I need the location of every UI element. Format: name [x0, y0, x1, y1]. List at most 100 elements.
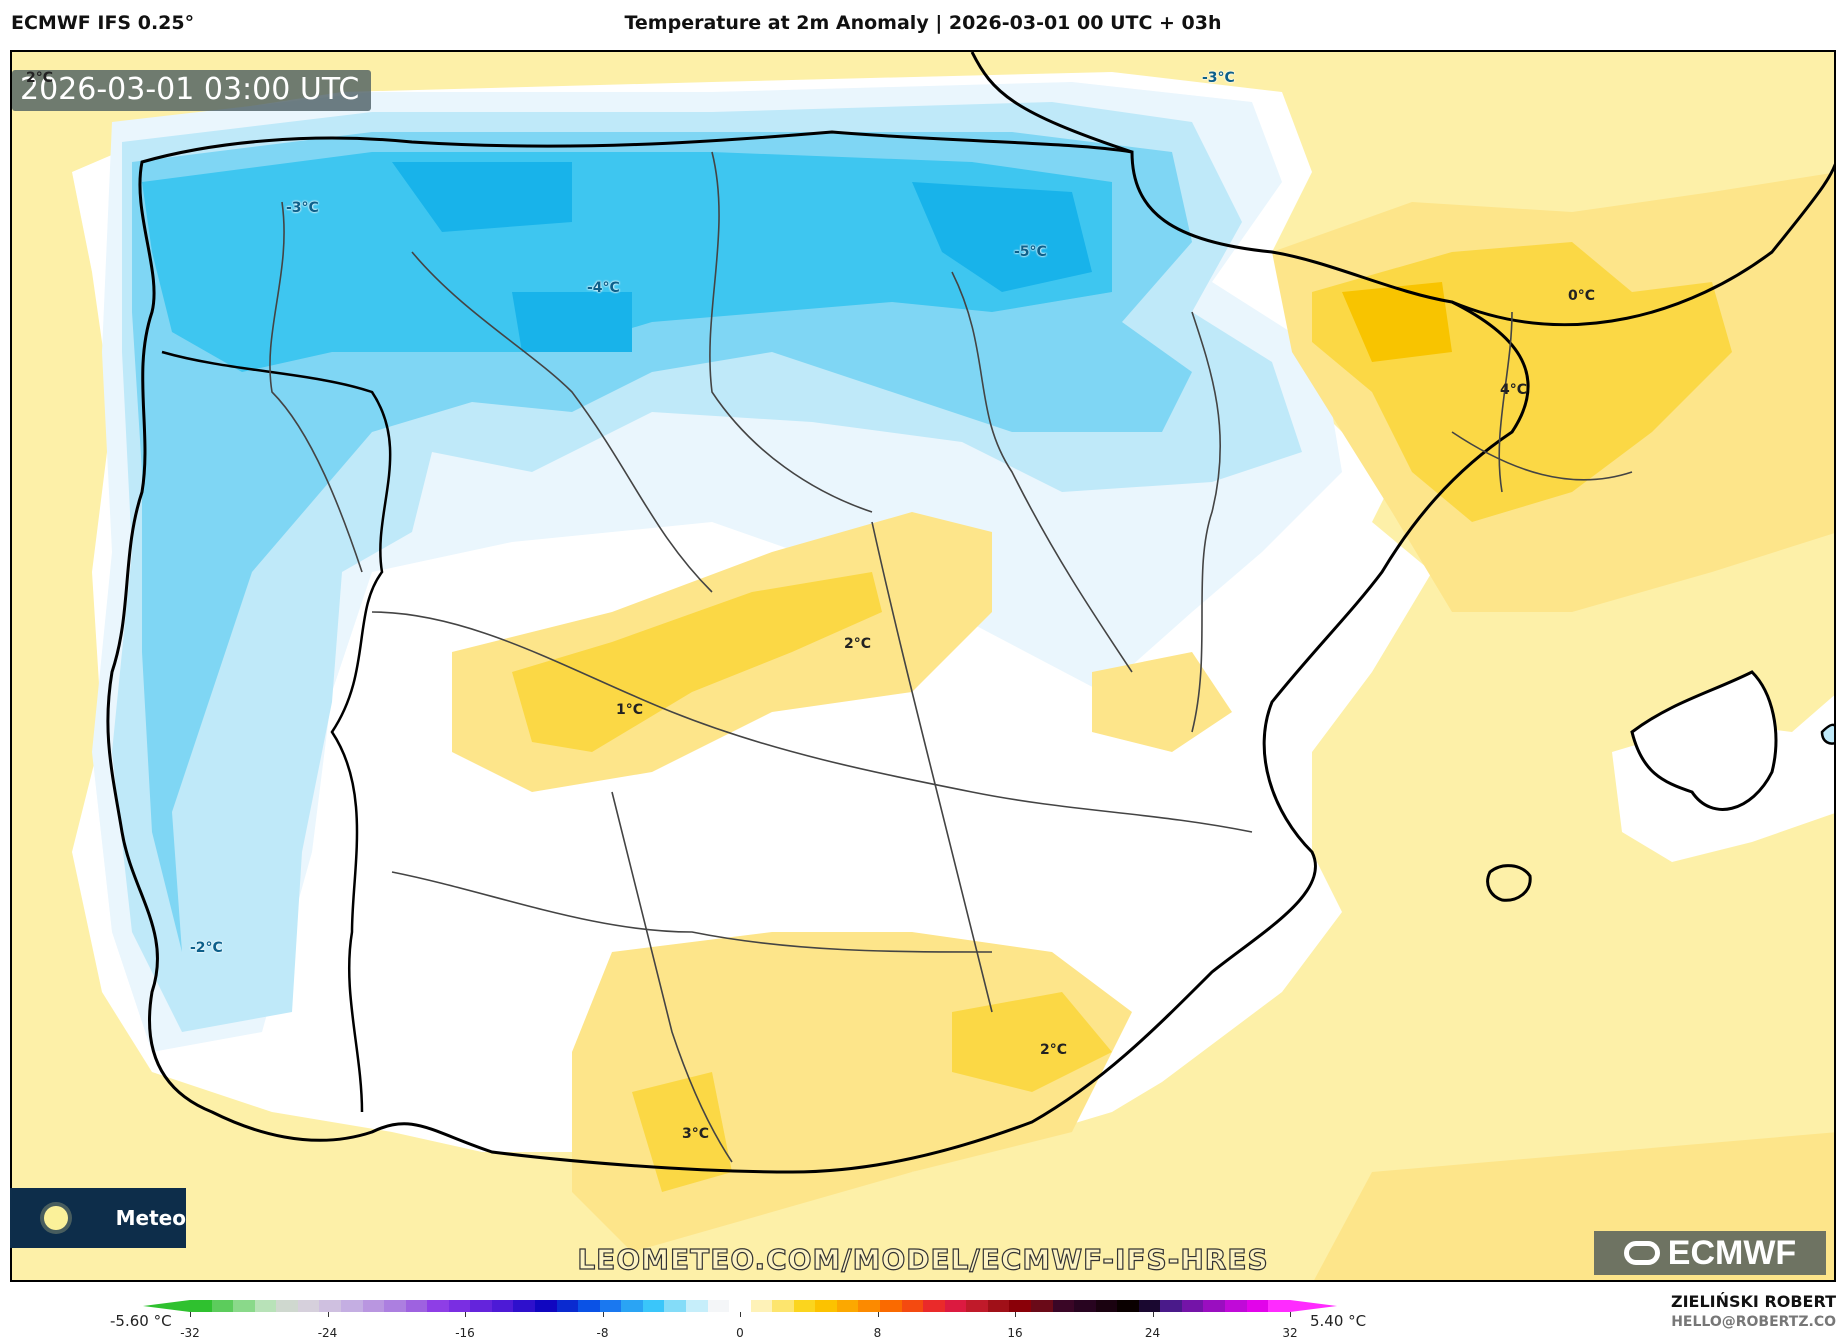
colorbar-segment	[599, 1300, 622, 1312]
contour-label: -2°C	[190, 940, 223, 956]
colorbar-tick-label: -32	[180, 1326, 200, 1340]
colorbar-extend-max	[1290, 1300, 1337, 1312]
colorbar-segment	[858, 1300, 880, 1312]
colorbar-tick-label: 32	[1282, 1326, 1298, 1340]
valid-time-badge: 2026-03-01 03:00 UTC	[12, 70, 372, 111]
portugal-border	[161, 350, 392, 1113]
contour-label: 2°C	[1040, 1042, 1068, 1058]
coastline	[106, 130, 1530, 1174]
cold-zone-4c	[512, 292, 632, 352]
colorbar-tick-label: 0	[736, 1326, 744, 1340]
colorbar-segment	[685, 1300, 708, 1312]
colorbar-tick	[1015, 1312, 1016, 1317]
contour-label: 3°C	[682, 1126, 710, 1142]
colorbar-segment	[1074, 1300, 1096, 1312]
colorbar-segment	[1246, 1300, 1269, 1312]
colorbar-segment	[362, 1300, 385, 1312]
contour-label: -3°C	[1202, 70, 1235, 86]
colorbar-tick	[327, 1312, 329, 1317]
colorbar-gradient	[190, 1300, 1290, 1312]
contour-label: 0°C	[1568, 288, 1596, 304]
colorbar-segment	[276, 1300, 298, 1312]
colorbar-tick-label: -24	[317, 1326, 338, 1340]
colorbar-segment	[233, 1300, 255, 1312]
colorbar-tick	[465, 1312, 466, 1317]
colorbar-segment	[297, 1300, 320, 1312]
sun-icon	[44, 1206, 68, 1230]
colorbar-max-label: 5.40 °C	[1310, 1312, 1367, 1330]
map-canvas	[12, 52, 1834, 1280]
cold-zone-3	[142, 152, 1112, 372]
ecmwf-logo: ECMWF	[1594, 1231, 1826, 1275]
colorbar-segment	[556, 1300, 579, 1312]
meteo-logo-text: Meteo	[115, 1206, 186, 1230]
regional-borders	[269, 151, 1633, 1163]
colorbar-segment	[621, 1300, 643, 1312]
colorbar-segment	[513, 1300, 535, 1312]
colorbar-tick	[1152, 1312, 1154, 1317]
contour-label: 4°C	[1500, 382, 1528, 398]
warm-zone-center-2	[512, 572, 882, 752]
colorbar-segment	[836, 1300, 859, 1312]
colorbar-segment	[923, 1300, 945, 1312]
colorbar-segment	[1225, 1300, 1247, 1312]
colorbar-segment	[750, 1300, 773, 1312]
contour-label: -3°C	[286, 200, 319, 216]
colorbar-segment	[470, 1300, 492, 1312]
coastline-france-med	[1451, 163, 1834, 327]
colorbar-segment	[427, 1300, 449, 1312]
colorbar-segment	[880, 1300, 902, 1312]
colorbar-segment	[1095, 1300, 1118, 1312]
colorbar-segment	[1138, 1300, 1161, 1312]
colorbar-tick	[740, 1312, 741, 1317]
author-credit: ZIELIŃSKI ROBERT	[1670, 1292, 1836, 1311]
colorbar-segment	[664, 1300, 686, 1312]
contour-label: 1°C	[616, 702, 644, 718]
colorbar-segment	[944, 1300, 967, 1312]
colorbar-tick-label: -8	[596, 1326, 609, 1340]
colorbar-tick-label: 8	[873, 1326, 882, 1340]
colorbar-segment	[448, 1300, 471, 1312]
colorbar-segment	[987, 1300, 1010, 1312]
colorbar-segment	[642, 1300, 665, 1312]
colorbar-tick-label: 24	[1144, 1326, 1161, 1340]
colorbar-segment	[319, 1300, 341, 1312]
colorbar-segment	[815, 1300, 837, 1312]
colorbar-segment	[1009, 1300, 1031, 1312]
colorbar-segment	[535, 1300, 557, 1312]
colorbar-tick-label: 16	[1007, 1326, 1023, 1340]
colorbar-segment	[491, 1300, 514, 1312]
colorbar-segment	[211, 1300, 234, 1312]
coastline-france-atlantic	[970, 52, 1133, 154]
colorbar-segment	[340, 1300, 363, 1312]
colorbar-segment	[1117, 1300, 1139, 1312]
colorbar-segment	[707, 1300, 730, 1312]
contour-label: 2°C	[26, 70, 54, 86]
contour-label: -5°C	[1014, 244, 1047, 260]
colorbar-segment	[254, 1300, 277, 1312]
colorbar-segment	[772, 1300, 794, 1312]
meteo-logo: Meteo	[10, 1188, 186, 1248]
colorbar-tick	[602, 1312, 604, 1317]
mallorca	[1630, 670, 1778, 811]
colorbar-extend-min	[143, 1300, 190, 1312]
chart-title: Temperature at 2m Anomaly | 2026-03-01 0…	[624, 12, 1222, 34]
author-email: HELLO@ROBERTZ.CO	[1671, 1314, 1836, 1330]
colorbar-segment	[384, 1300, 406, 1312]
colorbar-segment	[190, 1300, 212, 1312]
colorbar-segment	[405, 1300, 428, 1312]
colorbar-segment	[1052, 1300, 1075, 1312]
colorbar-segment	[729, 1300, 751, 1312]
contour-label: -4°C	[587, 280, 620, 296]
colorbar-min-label: -5.60 °C	[110, 1312, 172, 1330]
cold-zone-4b	[912, 182, 1092, 292]
cold-zone-4a	[392, 162, 572, 232]
ecmwf-logo-text: ECMWF	[1667, 1233, 1797, 1272]
colorbar-segment	[901, 1300, 924, 1312]
colorbar-tick-label: -16	[455, 1326, 475, 1340]
warm-zone-ne-3	[1342, 282, 1452, 362]
colorbar-segment	[1160, 1300, 1182, 1312]
anomaly-map: 2026-03-01 03:00 UTC 2°C -3°C -3°C -4°C -5°C…	[10, 50, 1836, 1282]
colorbar-segment	[578, 1300, 600, 1312]
colorbar-tick	[877, 1312, 879, 1317]
